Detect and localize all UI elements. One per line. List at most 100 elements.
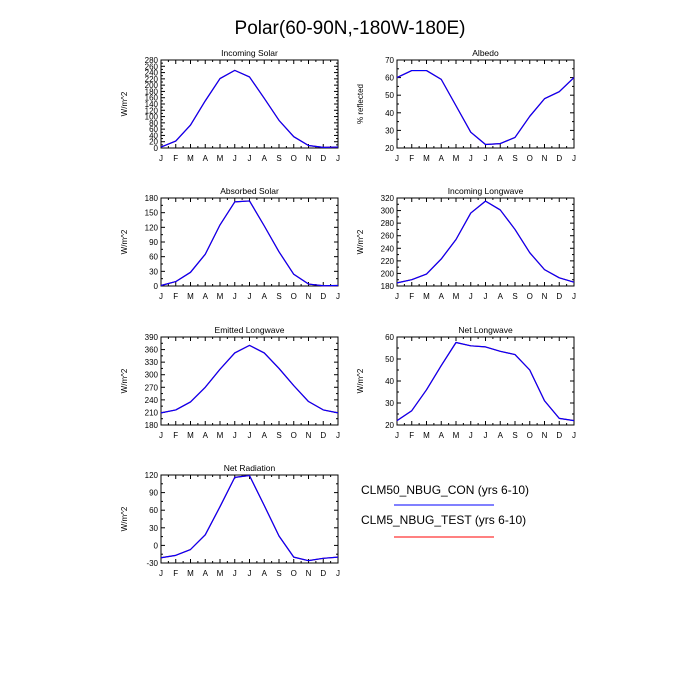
x-tick-label: N xyxy=(306,569,312,578)
panel-title: Incoming Solar xyxy=(221,48,278,58)
legend: CLM50_NBUG_CON (yrs 6-10) CLM5_NBUG_TEST… xyxy=(361,483,529,538)
series-line-con xyxy=(160,200,339,287)
x-tick-label: D xyxy=(556,292,562,301)
series-line-con xyxy=(396,69,575,146)
series-line-con xyxy=(160,474,339,562)
y-tick-label: 240 xyxy=(145,396,159,405)
x-tick-label: O xyxy=(527,431,533,440)
x-tick-label: J xyxy=(159,154,163,163)
y-axis-label: W/m^2 xyxy=(356,229,365,254)
x-tick-label: M xyxy=(453,292,460,301)
plot-frame xyxy=(396,336,575,426)
x-tick-label: F xyxy=(409,292,414,301)
y-tick-label: 390 xyxy=(145,333,159,342)
y-tick-label: 60 xyxy=(149,125,158,134)
y-axis-label: W/m^2 xyxy=(120,229,129,254)
x-tick-label: S xyxy=(512,292,517,301)
x-tick-label: J xyxy=(233,154,237,163)
x-tick-label: O xyxy=(291,154,297,163)
plot-frame xyxy=(160,197,339,287)
series-line-con xyxy=(396,200,575,284)
x-tick-label: S xyxy=(276,154,281,163)
x-tick-label: J xyxy=(248,154,252,163)
x-tick-label: S xyxy=(276,431,281,440)
y-tick-label: 280 xyxy=(145,56,159,65)
x-tick-label: N xyxy=(306,154,312,163)
y-tick-label: 180 xyxy=(381,282,395,291)
x-tick-label: J xyxy=(572,154,576,163)
x-tick-label: M xyxy=(187,569,194,578)
x-tick-label: A xyxy=(439,292,445,301)
y-tick-label: 100 xyxy=(145,113,159,122)
plot-frame xyxy=(396,197,575,287)
plot-frame xyxy=(160,474,339,564)
x-tick-label: D xyxy=(556,431,562,440)
y-tick-label: 260 xyxy=(381,232,395,241)
y-tick-label: 0 xyxy=(154,144,159,153)
x-tick-label: J xyxy=(336,154,340,163)
y-tick-label: 20 xyxy=(385,144,394,153)
x-tick-label: J xyxy=(248,431,252,440)
x-tick-label: F xyxy=(173,431,178,440)
y-tick-label: 30 xyxy=(385,399,394,408)
y-axis-label: W/m^2 xyxy=(120,368,129,393)
y-tick-label: 220 xyxy=(381,257,395,266)
x-tick-label: O xyxy=(291,569,297,578)
y-axis-label: % reflected xyxy=(356,84,365,124)
x-tick-label: J xyxy=(336,292,340,301)
x-tick-label: J xyxy=(233,431,237,440)
y-tick-label: 330 xyxy=(145,358,159,367)
x-tick-label: D xyxy=(320,292,326,301)
x-tick-label: J xyxy=(159,431,163,440)
x-tick-label: M xyxy=(187,292,194,301)
legend-label-test: CLM5_NBUG_TEST (yrs 6-10) xyxy=(361,513,526,527)
series-line-con xyxy=(160,344,339,414)
x-tick-label: S xyxy=(512,154,517,163)
x-tick-label: N xyxy=(542,431,548,440)
x-tick-label: A xyxy=(439,431,445,440)
x-tick-label: M xyxy=(453,431,460,440)
x-tick-label: S xyxy=(276,292,281,301)
x-tick-label: A xyxy=(262,292,268,301)
x-tick-label: M xyxy=(217,569,224,578)
series-line-test xyxy=(396,200,575,284)
series-line-con xyxy=(160,69,339,148)
y-tick-label: 40 xyxy=(385,377,394,386)
panel-title: Net Radiation xyxy=(224,463,276,473)
y-tick-label: 140 xyxy=(145,100,159,109)
x-tick-label: J xyxy=(469,431,473,440)
x-tick-label: J xyxy=(469,292,473,301)
y-tick-label: 200 xyxy=(145,81,159,90)
y-tick-label: 180 xyxy=(145,421,159,430)
x-tick-label: N xyxy=(306,431,312,440)
y-tick-label: 60 xyxy=(149,253,158,262)
x-tick-label: F xyxy=(409,431,414,440)
y-axis-label: W/m^2 xyxy=(120,91,129,116)
x-tick-label: F xyxy=(173,292,178,301)
y-tick-label: 60 xyxy=(385,74,394,83)
x-tick-label: J xyxy=(395,292,399,301)
series-line-test xyxy=(160,200,339,287)
x-tick-label: J xyxy=(395,431,399,440)
x-tick-label: A xyxy=(262,569,268,578)
y-tick-label: 30 xyxy=(385,126,394,135)
x-tick-label: A xyxy=(203,431,209,440)
plot-frame xyxy=(160,336,339,426)
x-tick-label: A xyxy=(203,154,209,163)
x-tick-label: J xyxy=(336,431,340,440)
x-tick-label: S xyxy=(512,431,517,440)
y-tick-label: 0 xyxy=(154,282,159,291)
series-line-test xyxy=(396,69,575,146)
x-tick-label: F xyxy=(173,569,178,578)
x-tick-label: A xyxy=(203,569,209,578)
y-tick-label: 40 xyxy=(149,131,158,140)
x-tick-label: J xyxy=(395,154,399,163)
x-tick-label: N xyxy=(542,292,548,301)
panel-title: Incoming Longwave xyxy=(448,186,524,196)
